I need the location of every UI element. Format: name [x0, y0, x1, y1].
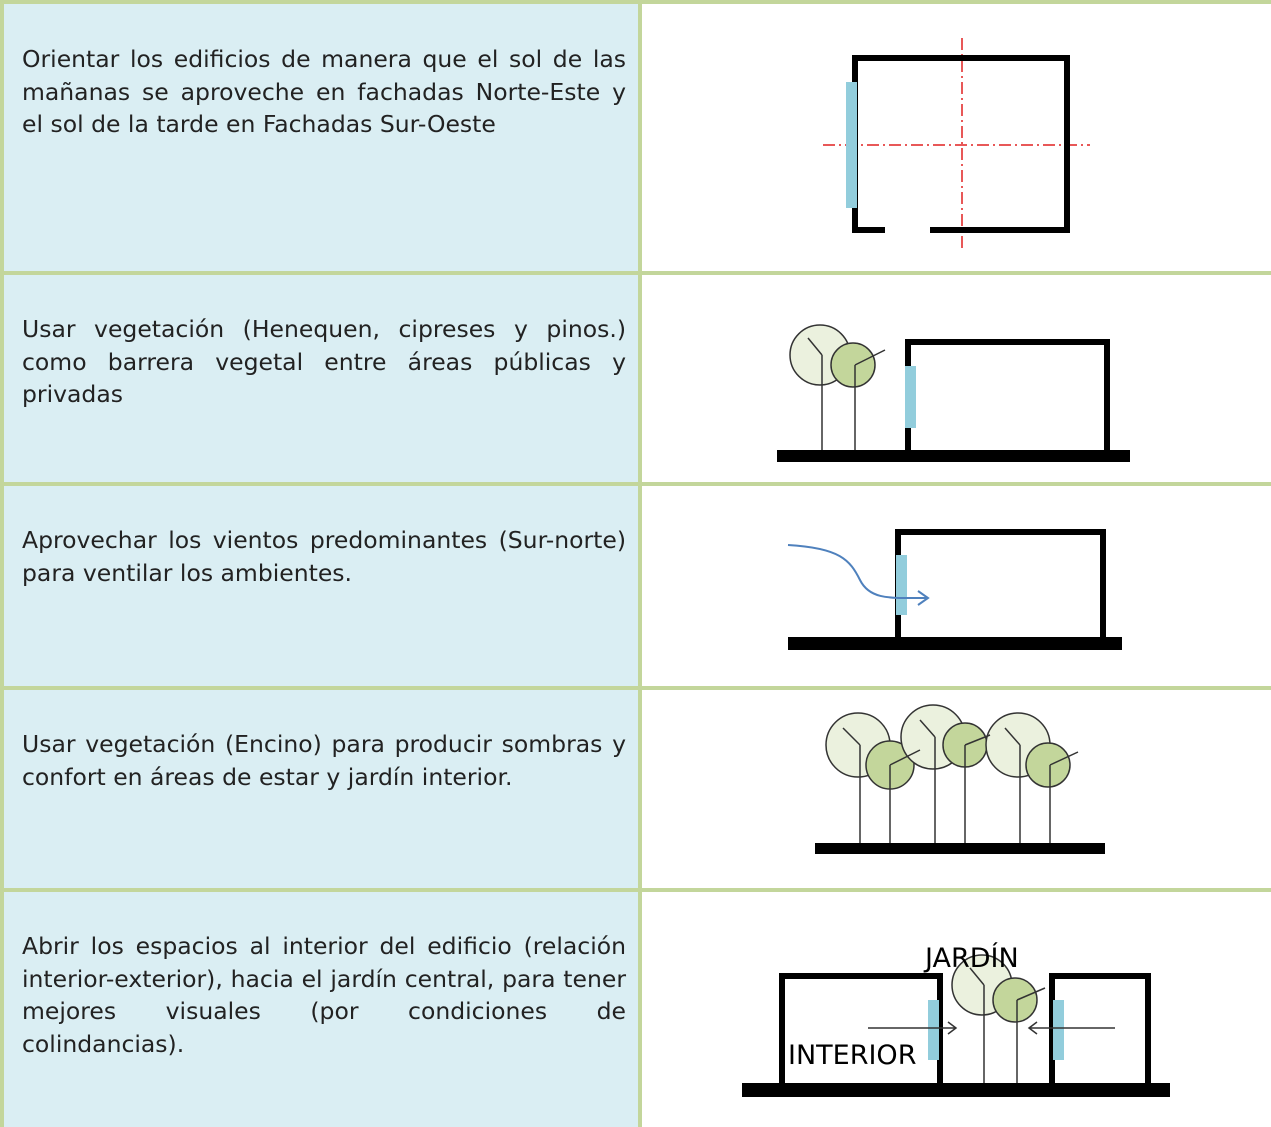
diagram-garden: JARDÍN INTERIOR	[742, 942, 1170, 1097]
row-text: Usar vegetación (Encino) para producir s…	[0, 688, 640, 890]
border	[0, 686, 1271, 690]
row-text: Aprovechar los vientos predominantes (Su…	[0, 484, 640, 688]
diagram-wind	[787, 529, 1122, 650]
label: INTERIOR	[788, 1040, 916, 1071]
row-text: Orientar los edificios de manera que el …	[0, 3, 640, 273]
border	[638, 0, 642, 1127]
diagram-barrier	[777, 324, 1130, 462]
border	[0, 0, 1271, 4]
row-text: Abrir los espacios al interior del edifi…	[0, 890, 640, 1127]
diagram-plan	[823, 38, 1090, 250]
border	[0, 482, 1271, 486]
label: JARDÍN	[923, 942, 1019, 974]
border	[0, 0, 4, 1127]
row-text: Usar vegetación (Henequen, cipreses y pi…	[0, 273, 640, 484]
border	[0, 271, 1271, 275]
diagram-shade	[815, 704, 1105, 854]
border	[0, 888, 1271, 892]
